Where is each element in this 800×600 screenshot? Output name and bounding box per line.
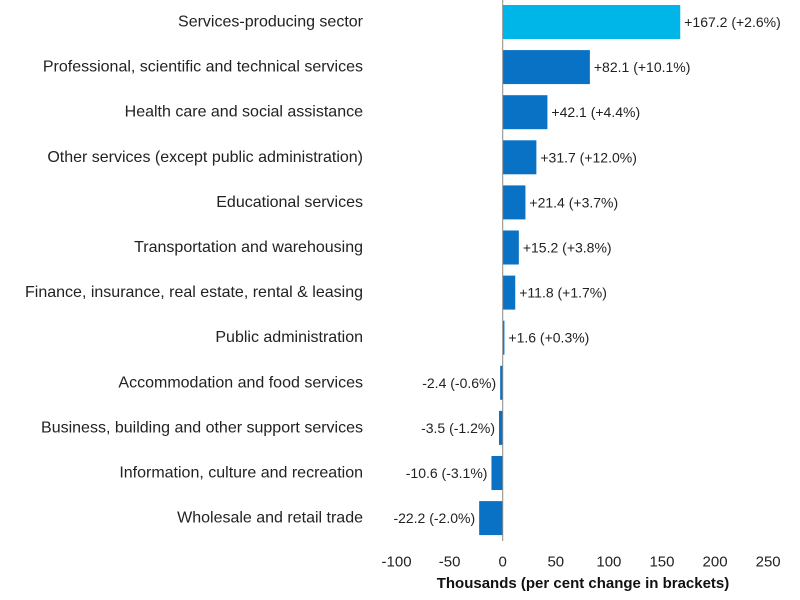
data-label: +21.4 (+3.7%) <box>529 194 618 210</box>
x-tick-label: 200 <box>703 554 728 571</box>
data-label: +11.8 (+1.7%) <box>519 285 607 301</box>
bar <box>502 320 505 355</box>
category-label: Educational services <box>216 194 363 211</box>
category-label: Finance, insurance, real estate, rental … <box>25 284 363 301</box>
data-label: -2.4 (-0.6%) <box>422 375 496 391</box>
bar <box>502 95 548 130</box>
category-label: Services-producing sector <box>178 14 364 31</box>
data-label: +42.1 (+4.4%) <box>551 104 640 120</box>
x-tick-label: -100 <box>382 554 412 571</box>
x-tick-label: 100 <box>596 554 621 571</box>
data-label: +82.1 (+10.1%) <box>594 59 691 75</box>
category-label: Transportation and warehousing <box>134 239 363 256</box>
data-labels: +167.2 (+2.6%) +82.1 (+10.1%) +42.1 (+4.4%… <box>393 14 780 526</box>
category-labels: Services-producing sector Professional, s… <box>25 14 364 527</box>
category-label: Health care and social assistance <box>125 104 363 121</box>
x-tick-label: 250 <box>756 554 781 571</box>
data-label: +167.2 (+2.6%) <box>684 14 781 30</box>
x-axis-ticks: -100 -50 0 50 100 150 200 250 <box>382 554 781 571</box>
x-tick-label: 150 <box>649 554 674 571</box>
x-tick-label: 0 <box>499 554 507 571</box>
bar <box>479 501 503 536</box>
bar <box>502 185 526 220</box>
bar <box>502 275 516 310</box>
category-label: Other services (except public administra… <box>47 149 363 166</box>
bar <box>502 5 681 39</box>
data-label: -22.2 (-2.0%) <box>393 510 475 526</box>
category-label: Business, building and other support ser… <box>41 419 363 436</box>
category-label: Information, culture and recreation <box>119 465 363 482</box>
data-label: +31.7 (+12.0%) <box>540 149 637 165</box>
category-label: Public administration <box>215 329 363 346</box>
data-label: +15.2 (+3.8%) <box>523 240 612 256</box>
data-label: +1.6 (+0.3%) <box>508 330 589 346</box>
category-label: Professional, scientific and technical s… <box>43 59 363 76</box>
bar <box>499 410 503 445</box>
bars <box>479 5 681 536</box>
x-tick-label: 50 <box>547 554 564 571</box>
bar <box>500 365 503 400</box>
category-label: Wholesale and retail trade <box>177 510 363 527</box>
category-label: Accommodation and food services <box>118 374 363 391</box>
data-label: -3.5 (-1.2%) <box>421 420 495 436</box>
x-tick-label: -50 <box>439 554 461 571</box>
bar <box>502 140 537 175</box>
bar <box>491 456 503 490</box>
x-axis-title: Thousands (per cent change in brackets) <box>437 575 730 592</box>
bar <box>502 230 519 265</box>
plot-area <box>370 0 800 541</box>
bar <box>502 50 590 85</box>
data-label: -10.6 (-3.1%) <box>406 465 488 481</box>
